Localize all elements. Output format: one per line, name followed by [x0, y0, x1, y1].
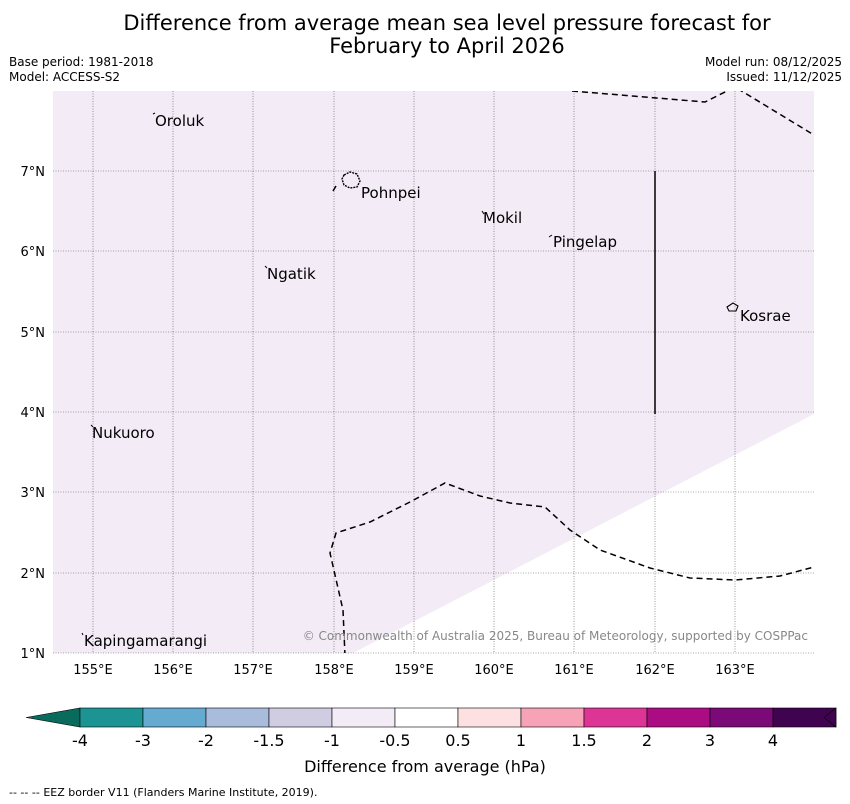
map-title: Difference from average mean sea level p… — [0, 12, 850, 58]
colorbar-tick-label: 2 — [642, 731, 652, 750]
lon-tick-label: 159°E — [394, 663, 434, 678]
place-label: Nukuoro — [92, 424, 155, 442]
run-info: Model run: 08/12/2025 Issued: 11/12/2025 — [705, 55, 842, 85]
title-line-1: Difference from average mean sea level p… — [123, 11, 771, 35]
lon-tick-label: 156°E — [153, 663, 193, 678]
place-label: Mokil — [483, 209, 522, 227]
colorbar-segment — [520, 707, 585, 728]
colorbar-segment — [646, 707, 711, 728]
eez-legend: -- -- -- EEZ border V11 (Flanders Marine… — [9, 786, 317, 799]
colorbar-segment — [268, 707, 333, 728]
colorbar-segment — [142, 707, 207, 728]
colorbar-tick-label: -3 — [135, 731, 151, 750]
lon-tick-label: 162°E — [635, 663, 675, 678]
colorbar: -4 -3 -2 -1.5 -1 -0.5 0.5 1 1.5 2 3 4 — [25, 707, 837, 750]
lat-tick-label: 6°N — [21, 245, 46, 260]
colorbar-extend-low — [25, 707, 81, 728]
place-label: Pingelap — [553, 233, 617, 251]
eez-border-north — [571, 91, 814, 136]
model-name: Model: ACCESS-S2 — [9, 70, 121, 84]
colorbar-tick-label: -1 — [324, 731, 340, 750]
colorbar-tick-label: -0.5 — [379, 731, 410, 750]
colorbar-segment — [394, 707, 459, 728]
place-label: Oroluk — [155, 112, 204, 130]
place-label: Ngatik — [267, 265, 316, 283]
colorbar-segment — [457, 707, 522, 728]
colorbar-title: Difference from average (hPa) — [304, 757, 546, 776]
place-label: Kosrae — [740, 307, 791, 325]
title-line-2: February to April 2026 — [329, 34, 565, 58]
colorbar-tick-label: -1.5 — [253, 731, 284, 750]
colorbar-tick-label: 4 — [768, 731, 778, 750]
pohnpei-island — [341, 171, 361, 189]
colorbar-tick-label: 3 — [705, 731, 715, 750]
lat-tick-label: 1°N — [21, 647, 46, 662]
colorbar-segment — [205, 707, 270, 728]
copyright-notice: © Commonwealth of Australia 2025, Bureau… — [303, 629, 808, 643]
base-period: Base period: 1981-2018 — [9, 55, 154, 69]
colorbar-tick-label: 0.5 — [445, 731, 470, 750]
pressure-anomaly-fill — [53, 91, 814, 653]
place-label: Pohnpei — [361, 184, 421, 202]
kosrae-island — [726, 302, 739, 312]
colorbar-segment — [583, 707, 648, 728]
place-label: Kapingamarangi — [84, 632, 207, 650]
lon-tick-label: 155°E — [73, 663, 113, 678]
colorbar-tick-label: 1.5 — [571, 731, 596, 750]
colorbar-tick-label: 1 — [516, 731, 526, 750]
atoll-marks — [81, 112, 553, 636]
colorbar-segment — [331, 707, 396, 728]
lat-tick-label: 5°N — [21, 326, 46, 341]
lon-tick-label: 158°E — [314, 663, 354, 678]
lat-tick-label: 7°N — [21, 165, 46, 180]
lat-tick-label: 4°N — [21, 406, 46, 421]
lon-tick-label: 161°E — [554, 663, 594, 678]
eez-legend-symbol: -- -- -- — [9, 786, 40, 799]
lon-tick-label: 157°E — [233, 663, 273, 678]
lon-tick-label: 160°E — [474, 663, 514, 678]
lat-tick-label: 3°N — [21, 486, 46, 501]
model-run: Model run: 08/12/2025 — [704, 55, 842, 69]
eez-border-south — [329, 482, 814, 653]
colorbar-tick-label: -4 — [72, 731, 88, 750]
colorbar-tick-label: -2 — [198, 731, 214, 750]
lon-tick-label: 163°E — [715, 663, 755, 678]
colorbar-segment — [79, 707, 144, 728]
model-info: Base period: 1981-2018 Model: ACCESS-S2 — [9, 55, 154, 85]
colorbar-segment — [709, 707, 774, 728]
gridlines — [53, 91, 814, 654]
eez-border-fragment — [332, 185, 337, 192]
lat-tick-label: 2°N — [21, 567, 46, 582]
eez-legend-text: EEZ border V11 (Flanders Marine Institut… — [43, 786, 318, 799]
issued-date: Issued: 11/12/2025 — [726, 70, 842, 84]
colorbar-extend-high — [823, 707, 837, 728]
